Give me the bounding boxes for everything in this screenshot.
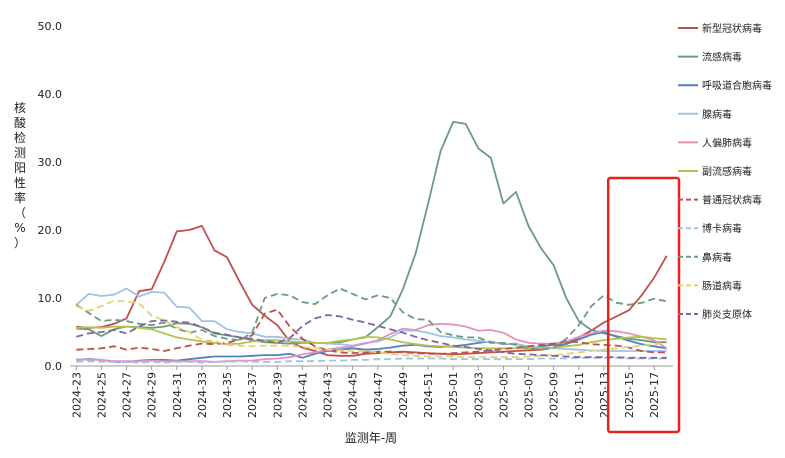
legend-label-1: 流感病毒: [702, 51, 742, 64]
y-tick-label: 40.0: [38, 88, 63, 101]
series-layer: [75, 121, 668, 364]
x-tick-label: 2024-33: [196, 372, 209, 418]
x-axis-title: 监测年-周: [345, 431, 397, 445]
y-axis-title: 核酸检测阳性率（%）: [14, 101, 26, 250]
y-axis-ticks: 0.0 10.0 20.0 30.0 40.0 50.0: [38, 20, 63, 373]
legend-label-6: 普通冠状病毒: [702, 194, 762, 207]
x-tick-label: 2024-51: [422, 372, 435, 418]
x-axis-ticks: 2024-23 2024-25 2024-27 2024-29 2024-31 2024-…: [70, 366, 661, 418]
legend-label-4: 人偏肺病毒: [702, 136, 752, 149]
x-tick-label: 2024-37: [246, 372, 259, 418]
x-tick-label: 2025-01: [447, 372, 460, 418]
x-tick-label: 2025-09: [548, 372, 561, 418]
x-tick-label: 2024-41: [296, 372, 309, 418]
series-line-9: [75, 299, 667, 359]
legend-label-7: 博卡病毒: [702, 222, 742, 235]
y-tick-label: 50.0: [38, 20, 63, 33]
x-tick-label: 2025-07: [523, 372, 536, 418]
legend-label-5: 副流感病毒: [702, 165, 752, 178]
legend-label-2: 呼吸道合胞病毒: [702, 79, 772, 92]
x-tick-label: 2025-17: [648, 372, 661, 418]
x-tick-label: 2025-11: [573, 372, 586, 418]
legend-label-10: 肺炎支原体: [702, 309, 752, 321]
legend: 新型冠状病毒流感病毒呼吸道合胞病毒腺病毒人偏肺病毒副流感病毒普通冠状病毒博卡病毒…: [678, 22, 772, 321]
y-tick-label: 20.0: [38, 224, 63, 237]
x-tick-label: 2025-03: [472, 372, 485, 418]
x-tick-label: 2024-43: [322, 372, 335, 418]
legend-label-3: 腺病毒: [702, 108, 732, 121]
x-tick-label: 2024-45: [347, 372, 360, 418]
x-tick-label: 2024-29: [146, 372, 159, 418]
x-tick-label: 2024-27: [121, 372, 134, 418]
legend-label-0: 新型冠状病毒: [702, 22, 762, 35]
legend-label-8: 鼻病毒: [702, 251, 732, 264]
x-tick-label: 2024-39: [271, 372, 284, 418]
x-tick-label: 2024-25: [95, 372, 108, 418]
series-line-10: [76, 314, 667, 359]
x-tick-label: 2024-31: [171, 372, 184, 418]
series-line-1: [76, 121, 667, 345]
y-tick-label: 10.0: [38, 292, 63, 305]
y-tick-label: 0.0: [45, 360, 63, 373]
x-tick-label: 2024-23: [70, 372, 83, 418]
series-line-4: [76, 322, 668, 363]
x-tick-label: 2024-47: [372, 372, 385, 418]
x-tick-label: 2025-15: [623, 372, 636, 418]
y-tick-label: 30.0: [38, 156, 63, 169]
series-line-6: [76, 308, 667, 355]
series-line-5: [76, 325, 667, 350]
series-line-8: [75, 287, 667, 351]
x-tick-label: 2024-49: [397, 372, 410, 418]
x-tick-label: 2024-35: [221, 372, 234, 418]
highlight-box: [606, 176, 681, 434]
x-tick-label: 2025-05: [497, 372, 510, 418]
legend-label-9: 肠道病毒: [702, 279, 742, 292]
